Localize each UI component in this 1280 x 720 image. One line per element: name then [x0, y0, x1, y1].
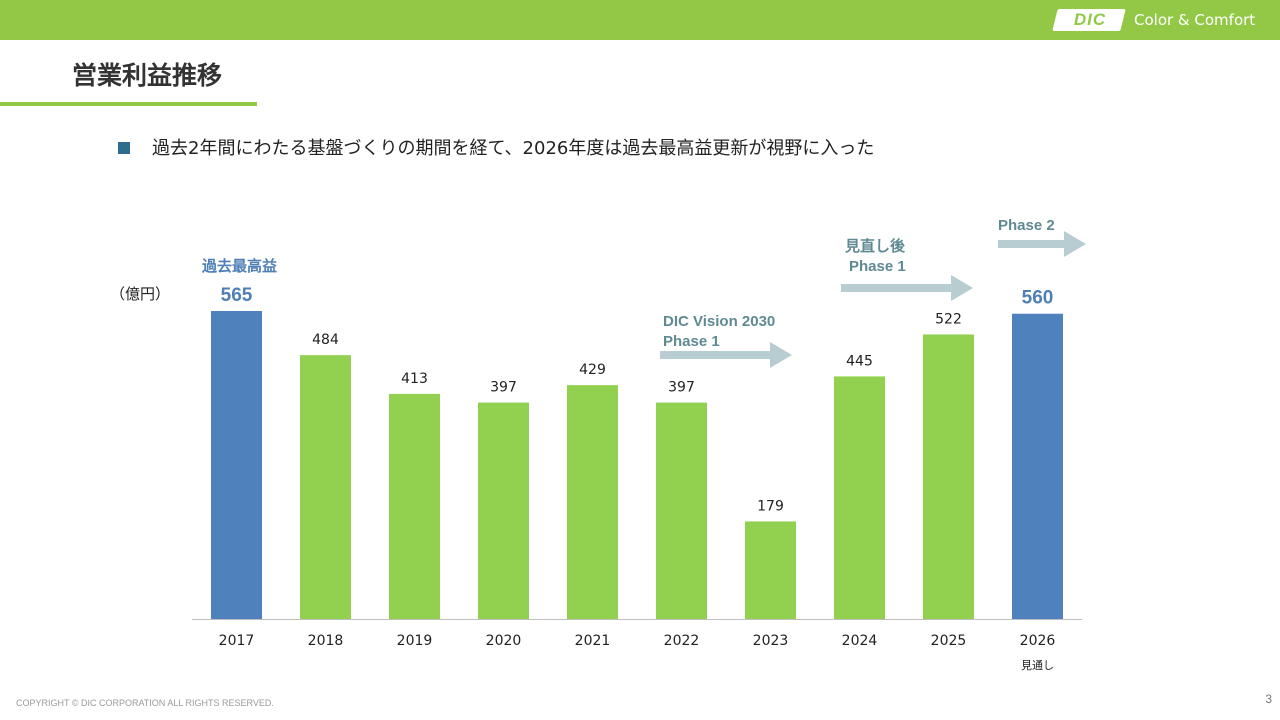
x-tick-2021: 2021 — [575, 633, 611, 649]
bullet-square-icon — [118, 142, 130, 154]
data-label-2026: 560 — [1022, 288, 1054, 309]
tagline: Color & Comfort — [1134, 11, 1256, 29]
bar-2017 — [211, 311, 262, 619]
bar-2019 — [389, 393, 440, 619]
x-tick-2022: 2022 — [664, 633, 700, 649]
revised-phase1-label-line2: Phase 1 — [849, 258, 906, 275]
title-underline — [0, 102, 257, 106]
x-tick-2024: 2024 — [842, 633, 878, 649]
data-label-2018: 484 — [312, 332, 339, 348]
bar-2021 — [567, 385, 618, 619]
vision-phase1-arrow — [660, 342, 792, 368]
bar-2024 — [834, 376, 885, 619]
vision-phase1-label-line1: DIC Vision 2030 — [663, 313, 775, 330]
bullet-text: 過去2年間にわたる基盤づくりの期間を経て、2026年度は過去最高益更新が視野に入… — [152, 138, 875, 159]
data-label-2022: 397 — [668, 380, 695, 396]
page-title: 営業利益推移 — [72, 61, 223, 90]
data-label-2017: 565 — [221, 285, 253, 306]
phase2-arrow — [998, 231, 1086, 257]
x-tick-2025: 2025 — [931, 633, 967, 649]
data-label-2025: 522 — [935, 311, 962, 327]
bar-2026 — [1012, 313, 1063, 619]
revised-phase1-arrow — [841, 275, 973, 301]
bar-2022 — [656, 402, 707, 619]
bar-2020 — [478, 402, 529, 619]
record-high-label: 過去最高益 — [201, 257, 277, 275]
phase2-label: Phase 2 — [998, 217, 1055, 234]
footer-copyright: COPYRIGHT © DIC CORPORATION ALL RIGHTS R… — [16, 698, 274, 708]
dic-logo-text: DIC — [1073, 10, 1107, 29]
bar-2025 — [923, 334, 974, 619]
data-label-2024: 445 — [846, 353, 873, 369]
x-tick-2019: 2019 — [397, 633, 433, 649]
page-number: 3 — [1265, 692, 1272, 706]
x-tick-2017: 2017 — [219, 633, 255, 649]
data-label-2021: 429 — [579, 362, 606, 378]
data-label-2020: 397 — [490, 380, 517, 396]
unit-label: （億円） — [110, 285, 170, 303]
data-label-2023: 179 — [757, 498, 784, 514]
revised-phase1-label-line1: 見直し後 — [844, 237, 906, 255]
data-label-2019: 413 — [401, 371, 428, 387]
x-tick-2020: 2020 — [486, 633, 522, 649]
bar-2018 — [300, 355, 351, 619]
vision-phase1-label-line2: Phase 1 — [663, 333, 720, 350]
x-note-2026: 見通し — [1021, 659, 1054, 672]
bar-2023 — [745, 521, 796, 619]
x-tick-2018: 2018 — [308, 633, 344, 649]
x-tick-2026: 2026 — [1020, 633, 1056, 649]
x-tick-2023: 2023 — [753, 633, 789, 649]
